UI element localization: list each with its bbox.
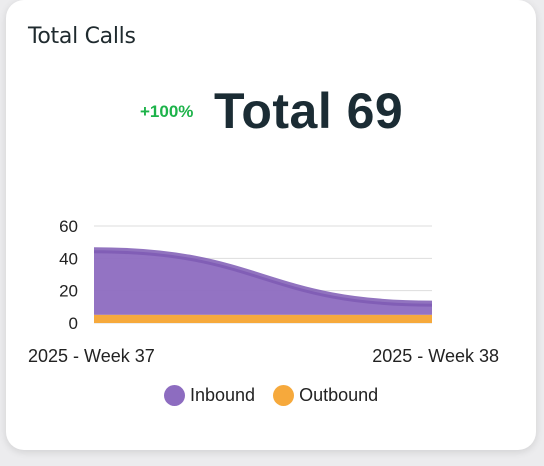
inbound-swatch-icon <box>164 385 185 406</box>
chart-legend: Inbound Outbound <box>164 385 396 406</box>
x-tick-label: 2025 - Week 38 <box>372 346 499 366</box>
y-axis-ticks: 0 20 40 60 <box>59 217 78 333</box>
x-tick-label: 2025 - Week 37 <box>28 346 155 366</box>
y-tick-label: 60 <box>59 217 78 236</box>
total-value: Total 69 <box>214 83 404 139</box>
y-tick-label: 0 <box>69 314 78 333</box>
legend-label-inbound: Inbound <box>190 385 256 405</box>
outbound-area <box>94 314 432 323</box>
delta-percentage: +100% <box>140 102 194 121</box>
inbound-line <box>93 247 433 307</box>
legend-label-outbound: Outbound <box>299 385 379 405</box>
legend-item-inbound[interactable]: Inbound <box>164 385 255 406</box>
x-axis-ticks: 2025 - Week 37 2025 - Week 38 <box>28 346 499 366</box>
series-areas <box>93 247 433 323</box>
y-tick-label: 40 <box>59 249 78 268</box>
card-title: Total Calls <box>28 24 136 49</box>
total-calls-card: Total Calls +100% Total 69 0 20 40 60 2025 … <box>6 0 536 450</box>
outbound-swatch-icon <box>273 385 295 406</box>
legend-item-outbound[interactable]: Outbound <box>273 385 378 406</box>
y-tick-label: 20 <box>59 282 78 301</box>
area-chart: 0 20 40 60 2025 - Week 37 2025 - Week 38 <box>28 217 499 366</box>
inbound-area <box>94 250 432 315</box>
